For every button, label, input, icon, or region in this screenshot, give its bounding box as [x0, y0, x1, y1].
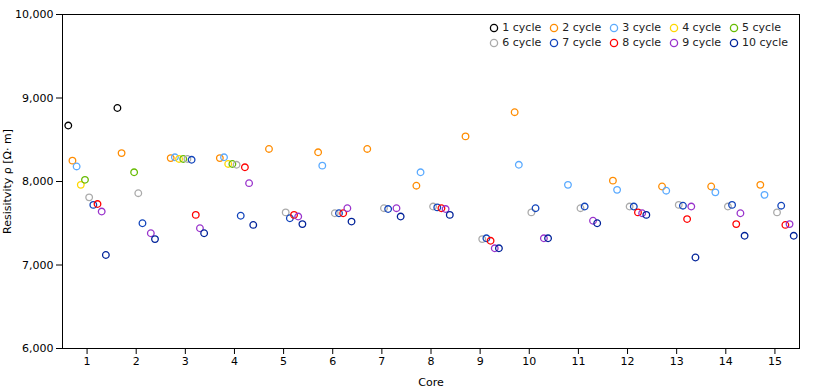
html-text:7 cycle: 7 cycle — [562, 36, 602, 49]
svg-text:8,000: 8,000 — [22, 175, 54, 188]
svg-text:1: 1 — [84, 355, 91, 368]
html-text:3 cycle: 3 cycle — [622, 21, 662, 34]
html-text:1 cycle: 1 cycle — [502, 21, 542, 34]
svg-text:12: 12 — [621, 355, 635, 368]
html-text:6 cycle: 6 cycle — [502, 36, 542, 49]
svg-text:4: 4 — [231, 355, 238, 368]
svg-text:8: 8 — [428, 355, 435, 368]
svg-text:10: 10 — [522, 355, 536, 368]
html-text:9 cycle: 9 cycle — [682, 36, 722, 49]
svg-text:10,000: 10,000 — [15, 8, 54, 21]
svg-text:9,000: 9,000 — [22, 92, 54, 105]
svg-text:9: 9 — [477, 355, 484, 368]
svg-text:6,000: 6,000 — [22, 342, 54, 355]
svg-text:7,000: 7,000 — [22, 259, 54, 272]
svg-text:3: 3 — [182, 355, 189, 368]
svg-text:5: 5 — [280, 355, 287, 368]
svg-text:7: 7 — [378, 355, 385, 368]
html-text:8 cycle: 8 cycle — [622, 36, 662, 49]
html-text:10 cycle: 10 cycle — [742, 36, 788, 49]
html-text:4 cycle: 4 cycle — [682, 21, 722, 34]
svg-text:6: 6 — [329, 355, 336, 368]
html-text:5 cycle: 5 cycle — [742, 21, 781, 34]
svg-text:Resisitvity ρ [Ω· m]: Resisitvity ρ [Ω· m] — [1, 129, 14, 234]
svg-text:14: 14 — [719, 355, 733, 368]
html-text:2 cycle: 2 cycle — [562, 21, 602, 34]
svg-text:Core: Core — [418, 376, 444, 388]
svg-text:11: 11 — [571, 355, 585, 368]
svg-text:15: 15 — [768, 355, 782, 368]
svg-text:2: 2 — [133, 355, 140, 368]
svg-text:13: 13 — [670, 355, 684, 368]
